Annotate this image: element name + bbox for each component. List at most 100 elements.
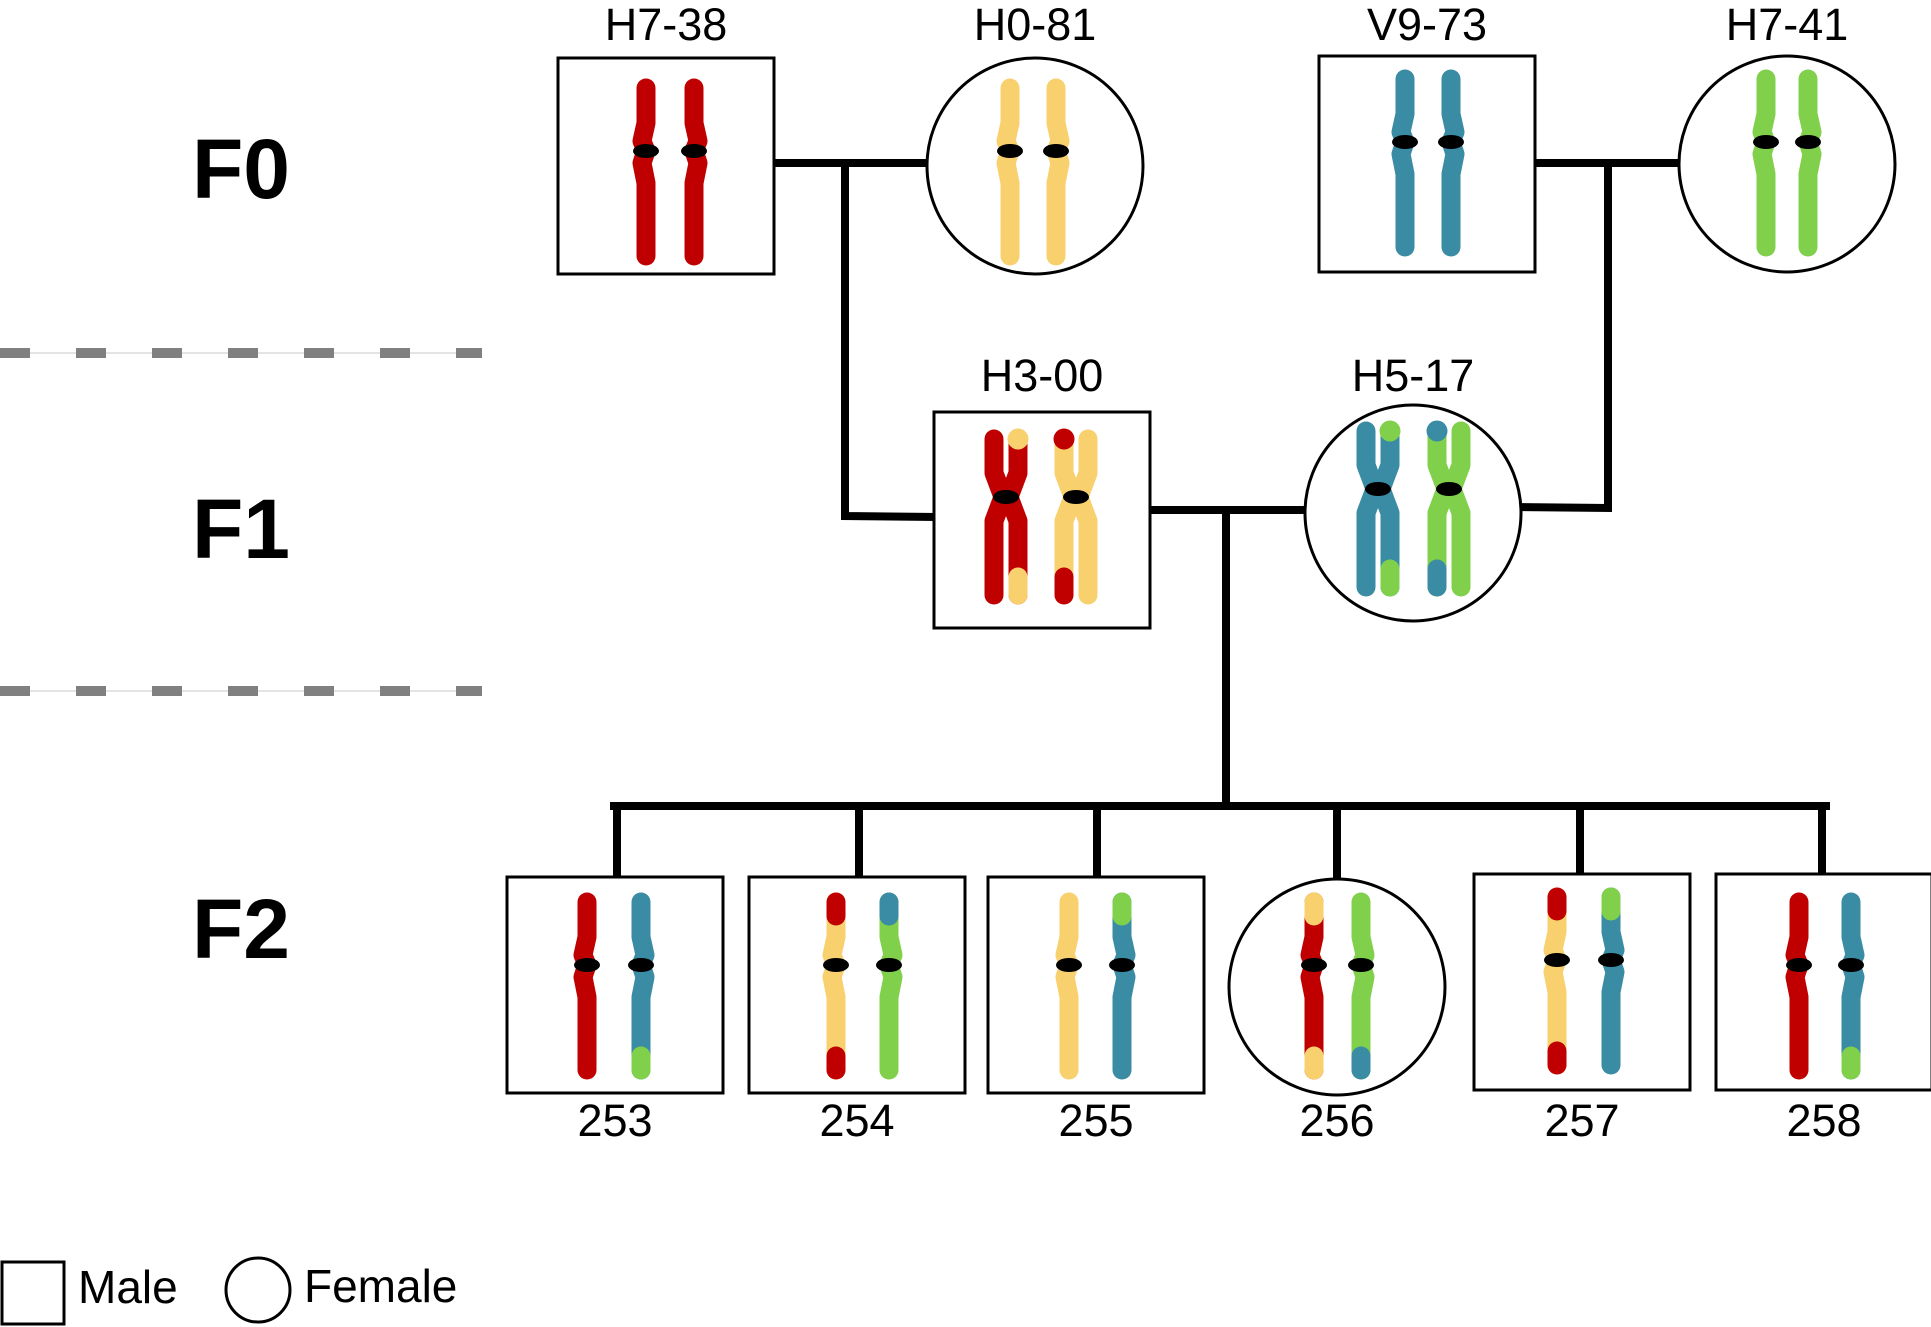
male-symbol [747, 875, 967, 1095]
centromere [823, 958, 849, 972]
chromosome [1598, 887, 1625, 1075]
centromere [1392, 135, 1418, 149]
chromosome-pair [573, 892, 655, 1080]
chromosome [1300, 892, 1327, 1080]
male-symbol [1472, 872, 1692, 1092]
chromosome [1109, 892, 1136, 1080]
individual-label: H3-00 [981, 350, 1104, 401]
chromosome-pair [984, 428, 1098, 605]
chromosome-pair [1752, 69, 1822, 257]
individual-label: 256 [1299, 1095, 1374, 1146]
centromere [1365, 482, 1391, 496]
centromere [1348, 958, 1374, 972]
chromosome [632, 78, 659, 266]
female-symbol [1303, 403, 1523, 623]
centromere [1043, 144, 1069, 158]
chromosome [1838, 892, 1865, 1080]
chromosome [681, 78, 708, 266]
centromere [876, 958, 902, 972]
centromere [1436, 482, 1462, 496]
individual-label: 258 [1786, 1095, 1861, 1146]
centromere [1598, 953, 1624, 967]
individual-256: 256 [1227, 877, 1447, 1146]
centromere [633, 144, 659, 158]
individual-h7-38: H7-38 [556, 0, 776, 276]
individual-label: H7-41 [1726, 0, 1849, 50]
chromosome-pair [1055, 892, 1136, 1080]
chromosome [1055, 892, 1082, 1080]
chromosome [1356, 420, 1401, 597]
chromosome [628, 892, 655, 1080]
individual-label: H5-17 [1352, 350, 1475, 401]
individual-label: 257 [1544, 1095, 1619, 1146]
chromosome-pair [632, 78, 708, 266]
individual-label: H7-38 [605, 0, 728, 50]
individual-h3-00: H3-00 [932, 350, 1152, 630]
individual-257: 257 [1472, 872, 1692, 1146]
generation-label-f2: F2 [192, 882, 290, 976]
individual-h5-17: H5-17 [1303, 350, 1523, 623]
individual-label: V9-73 [1367, 0, 1487, 50]
individual-h7-41: H7-41 [1677, 0, 1897, 274]
legend-female-label: Female [304, 1260, 457, 1312]
centromere [628, 958, 654, 972]
legend-male-label: Male [78, 1261, 178, 1313]
individual-label: 253 [577, 1095, 652, 1146]
centromere [997, 144, 1023, 158]
individual-h0-81: H0-81 [925, 0, 1145, 276]
female-symbol [1227, 877, 1447, 1097]
centromere [1795, 135, 1821, 149]
descent-line-to-h300 [841, 159, 939, 522]
legend-male-symbol [0, 1260, 66, 1326]
generation-label-f1: F1 [192, 482, 290, 576]
centromere [1753, 135, 1779, 149]
individual-label: 255 [1058, 1095, 1133, 1146]
individual-255: 255 [986, 875, 1206, 1146]
centromere [1544, 953, 1570, 967]
centromere [574, 958, 600, 972]
centromere [1109, 958, 1135, 972]
male-symbol [556, 56, 776, 276]
chromosome [984, 428, 1029, 605]
chromosome [1053, 428, 1098, 605]
individuals: H7-38 H0-81 V9-73 H7-41 H3-00 H5-17 253 254 255 2… [505, 0, 1931, 1146]
chromosome-pair [1300, 892, 1375, 1080]
chromosome-pair [822, 892, 903, 1080]
chromosome [573, 892, 600, 1080]
centromere [1838, 958, 1864, 972]
legend: Male Female [0, 1256, 457, 1326]
centromere [1056, 958, 1082, 972]
chromosome [876, 892, 903, 1080]
legend-female-symbol [224, 1256, 292, 1324]
individual-label: 254 [819, 1095, 894, 1146]
chromosome-pair [996, 78, 1070, 266]
male-symbol [1317, 54, 1537, 274]
chromosome [1752, 69, 1779, 257]
chromosome [1795, 69, 1822, 257]
individual-258: 258 [1714, 872, 1931, 1146]
individual-v9-73: V9-73 [1317, 0, 1537, 274]
chromosome [1348, 892, 1375, 1080]
male-symbol [1714, 872, 1931, 1092]
generation-label-f0: F0 [192, 122, 290, 216]
chromosome [1043, 78, 1070, 266]
chromosome-pair [1785, 892, 1865, 1080]
chromosome-pair [1356, 420, 1471, 597]
chromosome-pair [1391, 69, 1465, 257]
male-symbol [505, 875, 725, 1095]
chromosome [1426, 420, 1471, 597]
female-symbol [1677, 54, 1897, 274]
chromosome [822, 892, 849, 1080]
centromere [681, 144, 707, 158]
chromosome [1785, 892, 1812, 1080]
chromosome [1391, 69, 1418, 257]
individual-254: 254 [747, 875, 967, 1146]
chromosome [996, 78, 1023, 266]
individual-label: H0-81 [974, 0, 1097, 50]
centromere [1438, 135, 1464, 149]
centromere [1063, 490, 1089, 504]
male-symbol [932, 410, 1152, 630]
centromere [1301, 958, 1327, 972]
individual-253: 253 [505, 875, 725, 1146]
